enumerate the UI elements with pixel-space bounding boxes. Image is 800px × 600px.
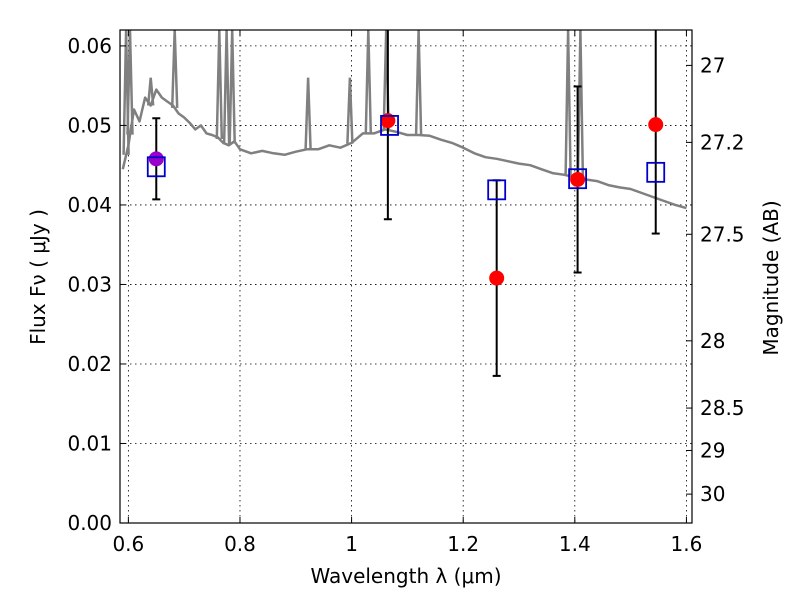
spectral-emission-line	[346, 77, 354, 144]
observed-point	[489, 270, 505, 286]
axis-ticks: 0.6 0.8 1 1.2 1.4 1.6 0.00 0.01 0.02 0.03 0.04 0.05…	[67, 30, 745, 556]
spectral-emission-line	[228, 30, 236, 143]
x-tick-label: 1	[345, 532, 358, 556]
y-tick-label: 0.03	[67, 272, 112, 296]
y-axis-label: Flux Fν ( μJy )	[26, 209, 50, 345]
y-tick-label: 0.06	[67, 34, 112, 58]
observed-point	[380, 113, 396, 129]
spectral-emission-line	[146, 77, 155, 106]
x-axis-label: Wavelength λ (μm)	[310, 564, 501, 588]
spectral-emission-line	[170, 30, 179, 108]
magnitude-tick-label: 27.2	[700, 130, 745, 154]
magnitude-tick-label: 27.5	[700, 222, 745, 246]
model-photometry-square	[146, 156, 166, 178]
model-photometry-square	[646, 161, 666, 183]
observed-point	[648, 117, 664, 133]
y-tick-label: 0.01	[67, 431, 112, 455]
observed-point	[148, 151, 164, 167]
magnitude-tick-label: 27	[700, 53, 725, 77]
spectral-emission-line	[364, 30, 373, 134]
magnitude-tick-label: 29	[700, 438, 725, 462]
x-tick-label: 1.6	[671, 532, 703, 556]
spectral-emission-line	[222, 30, 231, 145]
grid-lines	[120, 30, 692, 524]
y-tick-label: 0.05	[67, 113, 112, 137]
spectral-emission-line	[304, 77, 312, 150]
spectral-emission-line	[564, 30, 572, 176]
magnitude-tick-label: 30	[700, 482, 725, 506]
spectral-emission-line	[414, 30, 423, 136]
y-tick-label: 0.00	[67, 511, 112, 535]
model-photometry-square	[380, 115, 399, 136]
spectral-emission-line	[126, 30, 134, 135]
x-tick-label: 1.2	[447, 532, 479, 556]
magnitude-tick-label: 28	[700, 329, 725, 353]
magnitude-tick-label: 28.5	[700, 396, 745, 420]
y-tick-label: 0.02	[67, 352, 112, 376]
spectral-emission-line	[576, 30, 585, 179]
observed-point	[570, 171, 586, 187]
plot-frame	[119, 29, 693, 524]
model-photometry-square	[487, 179, 507, 201]
model-photometry-square	[568, 168, 587, 190]
x-tick-label: 0.6	[112, 532, 144, 556]
spectral-emission-line	[215, 30, 224, 140]
x-tick-label: 0.8	[224, 532, 256, 556]
data-layer	[121, 30, 687, 377]
magnitude-axis-label: Magnitude (AB)	[759, 200, 783, 355]
x-tick-label: 1.4	[559, 532, 591, 556]
y-tick-label: 0.04	[67, 193, 112, 217]
